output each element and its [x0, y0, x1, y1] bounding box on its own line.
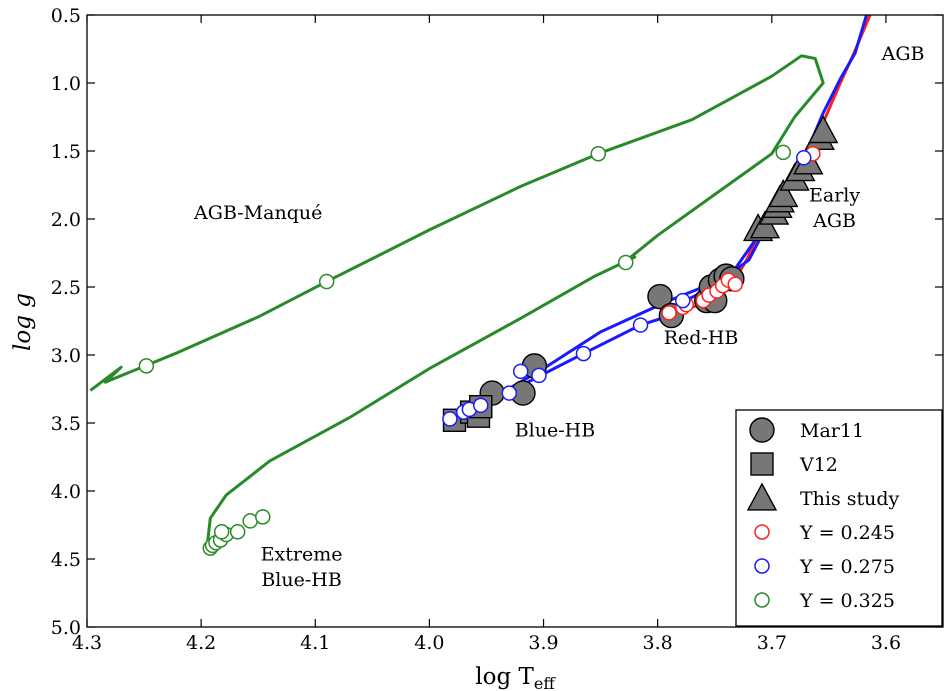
y-tick-label: 1.0: [51, 73, 81, 95]
plot-frame: [86, 14, 944, 628]
legend-marker-mar11: [749, 417, 775, 443]
data-point-this-study: [768, 179, 799, 208]
legend-marker-y-0-275: [754, 558, 770, 574]
data-point-y-0-325: [138, 358, 155, 374]
data-point-y-0-275: [531, 367, 547, 384]
track-line-2: [665, 15, 872, 316]
y-tick-label: 3.5: [51, 413, 81, 435]
data-point-y-0-275: [575, 345, 592, 362]
legend-label-y-0-245: Y = 0.245: [799, 522, 895, 544]
x-tick-label: 4.2: [186, 632, 216, 654]
annotation-label: AGB-Manqué: [193, 202, 322, 224]
data-point-y-0-325: [213, 524, 230, 540]
annotation-label: Extreme: [261, 543, 343, 565]
data-point-y-0-245: [727, 276, 744, 293]
legend: Mar11 V12 This study Y = 0.245 Y = 0.275 Y = …: [735, 409, 943, 627]
y-axis-ticks: 0.5 1.0 1.5 2.0 2.5 3.0 3.5 4.0 4.5 5.0: [51, 5, 943, 639]
x-tick-label: 3.8: [643, 632, 673, 654]
x-tick-label: 4.0: [414, 632, 444, 654]
data-point-y-0-325: [775, 144, 791, 161]
data-point-y-0-325: [318, 273, 335, 290]
data-point-y-0-275: [473, 397, 489, 414]
annotation-label: AGB: [812, 210, 856, 232]
data-point-y-0-325: [590, 145, 607, 162]
y-axis-label: log g: [10, 293, 36, 351]
data-point-y-0-325: [229, 524, 246, 540]
legend-label-mar11: Mar11: [800, 420, 864, 442]
legend-label-y-0-275: Y = 0.275: [799, 556, 895, 578]
y-tick-label: 2.5: [51, 277, 81, 299]
legend-marker-this-study: [746, 482, 778, 511]
data-point-this-study: [807, 115, 839, 144]
legend-marker-y-0-245: [754, 524, 770, 540]
annotation-label: Red-HB: [664, 327, 739, 349]
data-point-y-0-275: [501, 385, 518, 401]
y-tick-label: 4.5: [51, 549, 81, 571]
y-tick-label: 4.0: [51, 481, 81, 503]
x-axis-ticks: 4.3 4.2 4.1 4.0 3.9 3.8 3.7 3.6: [72, 15, 901, 654]
y-tick-label: 5.0: [51, 617, 81, 639]
data-point-y-0-275: [632, 317, 649, 333]
annotation-label: AGB: [881, 43, 925, 65]
data-point-y-0-275: [796, 150, 812, 166]
legend-label-this-study: This study: [800, 488, 900, 510]
legend-marker-y-0-325: [754, 592, 770, 608]
data-point-y-0-325: [617, 254, 634, 271]
data-point-mar11: [647, 283, 673, 310]
y-tick-label: 1.5: [51, 141, 81, 163]
data-markers: [138, 115, 839, 556]
data-point-y-0-325: [255, 509, 271, 525]
x-tick-label: 4.1: [300, 632, 330, 654]
x-tick-label: 3.7: [757, 632, 787, 654]
data-point-y-0-275: [512, 363, 529, 380]
y-tick-label: 3.0: [51, 345, 81, 367]
y-tick-label: 2.0: [51, 209, 81, 231]
annotation-label: Blue-HB: [515, 420, 595, 442]
legend-marker-v12: [750, 452, 774, 476]
region-annotations: AGB-Manqué AGB Early AGB Red-HB Blue-HB Extrem…: [193, 43, 924, 591]
legend-label-y-0-325: Y = 0.325: [799, 590, 895, 612]
x-tick-label: 3.6: [871, 632, 901, 654]
annotation-label: Blue-HB: [261, 569, 341, 591]
legend-box: [735, 409, 943, 627]
data-point-y-0-245: [661, 305, 677, 321]
data-point-y-0-275: [675, 292, 691, 309]
track-line-1: [89, 54, 825, 549]
x-tick-label: 3.9: [528, 632, 558, 654]
annotation-label: Early: [809, 184, 860, 206]
x-axis-label: log Teff: [475, 664, 556, 691]
data-point-y-0-275: [442, 411, 458, 427]
x-tick-label: 4.3: [72, 632, 102, 654]
y-tick-label: 0.5: [51, 5, 81, 27]
legend-label-v12: V12: [799, 454, 838, 476]
